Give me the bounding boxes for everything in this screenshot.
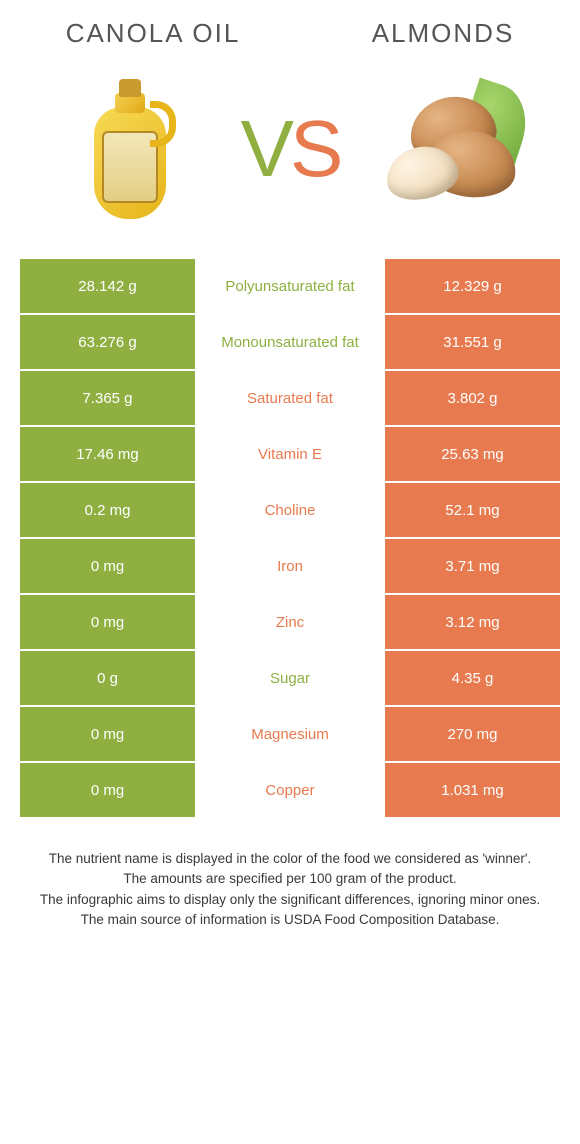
value-right: 4.35 g — [385, 651, 560, 705]
value-right: 3.12 mg — [385, 595, 560, 649]
value-left: 0.2 mg — [20, 483, 195, 537]
footer-line: The main source of information is USDA F… — [30, 910, 550, 930]
value-right: 25.63 mg — [385, 427, 560, 481]
value-right: 12.329 g — [385, 259, 560, 313]
hero-section: VS — [0, 59, 580, 259]
nutrient-name: Monounsaturated fat — [195, 315, 385, 369]
nutrient-name: Polyunsaturated fat — [195, 259, 385, 313]
nutrient-name: Vitamin E — [195, 427, 385, 481]
vs-v: V — [241, 104, 290, 193]
value-left: 0 mg — [20, 707, 195, 761]
value-right: 31.551 g — [385, 315, 560, 369]
value-left: 0 mg — [20, 539, 195, 593]
almonds-image — [380, 69, 520, 229]
nutrient-name: Choline — [195, 483, 385, 537]
value-left: 0 g — [20, 651, 195, 705]
table-row: 0 gSugar4.35 g — [20, 651, 560, 705]
canola-oil-image — [60, 69, 200, 229]
nutrient-name: Iron — [195, 539, 385, 593]
vs-s: S — [290, 104, 339, 193]
footer-notes: The nutrient name is displayed in the co… — [0, 819, 580, 930]
value-left: 28.142 g — [20, 259, 195, 313]
footer-line: The amounts are specified per 100 gram o… — [30, 869, 550, 889]
value-left: 17.46 mg — [20, 427, 195, 481]
value-right: 3.802 g — [385, 371, 560, 425]
value-left: 0 mg — [20, 595, 195, 649]
nutrient-name: Magnesium — [195, 707, 385, 761]
table-row: 17.46 mgVitamin E25.63 mg — [20, 427, 560, 481]
nutrient-name: Saturated fat — [195, 371, 385, 425]
table-row: 0 mgZinc3.12 mg — [20, 595, 560, 649]
value-right: 270 mg — [385, 707, 560, 761]
nutrient-name: Sugar — [195, 651, 385, 705]
value-left: 7.365 g — [20, 371, 195, 425]
table-row: 0 mgCopper1.031 mg — [20, 763, 560, 817]
value-left: 63.276 g — [20, 315, 195, 369]
header: CANOLA OIL ALMONDS — [0, 0, 580, 59]
vs-label: VS — [241, 103, 340, 195]
nutrient-name: Zinc — [195, 595, 385, 649]
footer-line: The nutrient name is displayed in the co… — [30, 849, 550, 869]
table-row: 7.365 gSaturated fat3.802 g — [20, 371, 560, 425]
value-right: 1.031 mg — [385, 763, 560, 817]
footer-line: The infographic aims to display only the… — [30, 890, 550, 910]
value-right: 3.71 mg — [385, 539, 560, 593]
table-row: 28.142 gPolyunsaturated fat12.329 g — [20, 259, 560, 313]
nutrient-name: Copper — [195, 763, 385, 817]
title-left: CANOLA OIL — [66, 18, 241, 49]
table-row: 0 mgMagnesium270 mg — [20, 707, 560, 761]
table-row: 0.2 mgCholine52.1 mg — [20, 483, 560, 537]
value-right: 52.1 mg — [385, 483, 560, 537]
nutrient-table: 28.142 gPolyunsaturated fat12.329 g63.27… — [0, 259, 580, 817]
title-right: ALMONDS — [372, 18, 515, 49]
table-row: 0 mgIron3.71 mg — [20, 539, 560, 593]
value-left: 0 mg — [20, 763, 195, 817]
table-row: 63.276 gMonounsaturated fat31.551 g — [20, 315, 560, 369]
